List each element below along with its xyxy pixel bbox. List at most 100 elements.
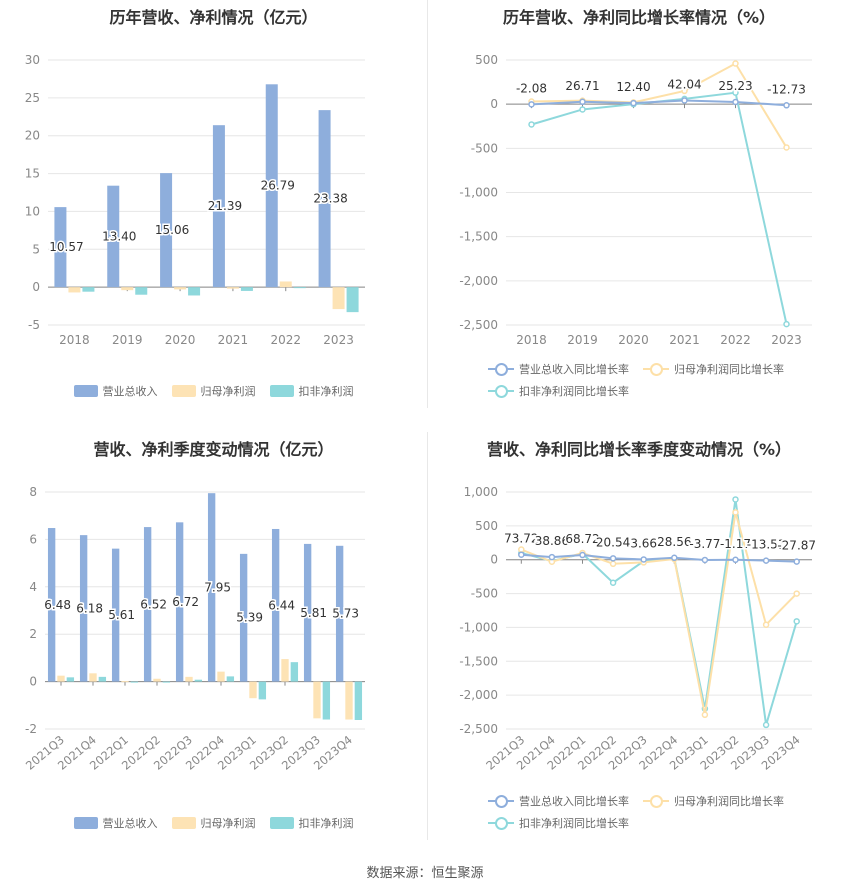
legend-item-net-profit[interactable]: 归母净利润 bbox=[171, 383, 256, 399]
y-tick-label: -2,500 bbox=[459, 722, 498, 736]
data-label: 5.39 bbox=[236, 611, 263, 625]
legend-item-deducted-profit-growth[interactable]: 扣非净利润同比增长率 bbox=[488, 815, 629, 831]
y-tick-label: 6 bbox=[29, 532, 37, 546]
y-tick-label: -1,000 bbox=[459, 620, 498, 634]
series-line bbox=[531, 99, 787, 107]
data-point bbox=[732, 89, 739, 96]
legend-swatch bbox=[73, 817, 98, 829]
legend-item-deducted-profit-growth[interactable]: 扣非净利润同比增长率 bbox=[488, 383, 629, 399]
bar bbox=[345, 681, 353, 720]
legend-item-net-profit[interactable]: 归母净利润 bbox=[171, 815, 256, 831]
data-label: 13.40 bbox=[102, 229, 136, 243]
x-tick-label: 2020 bbox=[618, 333, 649, 347]
bar bbox=[346, 287, 359, 313]
y-tick-label: 0 bbox=[32, 280, 40, 294]
y-tick-label: -500 bbox=[471, 587, 498, 601]
y-tick-label: 20 bbox=[25, 129, 40, 143]
y-tick-label: 25 bbox=[25, 91, 40, 105]
data-point bbox=[630, 99, 637, 107]
legend-item-revenue[interactable]: 营业总收入 bbox=[73, 815, 158, 831]
bar bbox=[185, 676, 193, 682]
data-point bbox=[762, 721, 770, 729]
legend-label: 营业总收入 bbox=[102, 385, 158, 398]
x-tick-label: 2018 bbox=[59, 333, 90, 347]
bar bbox=[318, 110, 331, 288]
bar bbox=[194, 679, 203, 682]
bar bbox=[57, 675, 65, 682]
data-point bbox=[732, 509, 739, 516]
bar bbox=[82, 287, 95, 292]
bar bbox=[239, 553, 248, 682]
legend-label: 营业总收入同比增长率 bbox=[519, 363, 629, 376]
annual-values-panel: 历年营收、净利情况（亿元） -5 0 5 10 15 20 25 30 2018 2019 2020… bbox=[0, 0, 427, 408]
series-line bbox=[531, 62, 788, 148]
bar bbox=[217, 671, 225, 682]
legend-swatch bbox=[73, 385, 98, 397]
bar bbox=[135, 287, 148, 295]
legend-item-revenue-growth[interactable]: 营业总收入同比增长率 bbox=[488, 361, 629, 377]
x-tick-label: 2021 bbox=[669, 333, 700, 347]
legend-label: 归母净利润同比增长率 bbox=[674, 795, 784, 808]
legend-label: 扣非净利润同比增长率 bbox=[519, 817, 629, 830]
y-tick-label: -2,500 bbox=[459, 318, 498, 332]
bar bbox=[79, 535, 88, 682]
data-label: 25.23 bbox=[718, 79, 752, 93]
bar bbox=[322, 681, 331, 720]
bar bbox=[226, 676, 235, 682]
legend-item-net-profit-growth[interactable]: 归母净利润同比增长率 bbox=[643, 793, 784, 809]
data-label: 6.52 bbox=[140, 597, 167, 611]
bar bbox=[265, 84, 278, 288]
legend-item-revenue-growth[interactable]: 营业总收入同比增长率 bbox=[488, 793, 629, 809]
data-label: 20.54 bbox=[596, 535, 630, 549]
bar bbox=[175, 522, 184, 682]
data-point bbox=[579, 551, 586, 559]
series-line bbox=[531, 91, 788, 325]
bar bbox=[111, 548, 120, 682]
data-point bbox=[732, 60, 739, 67]
bar bbox=[107, 185, 120, 288]
data-label: 5.73 bbox=[332, 607, 359, 621]
legend: 营业总收入同比增长率 归母净利润同比增长率 扣非净利润同比增长率 bbox=[428, 793, 850, 837]
legend-label: 扣非净利润同比增长率 bbox=[519, 385, 629, 398]
data-label: 6.44 bbox=[268, 598, 295, 612]
x-tick-label: 2023 bbox=[771, 333, 802, 347]
legend-swatch bbox=[171, 817, 196, 829]
data-point bbox=[762, 621, 770, 628]
legend-item-deducted-profit[interactable]: 扣非净利润 bbox=[269, 815, 354, 831]
y-tick-label: -1,000 bbox=[459, 186, 498, 200]
data-label: 73.72 bbox=[504, 532, 538, 546]
legend-item-revenue[interactable]: 营业总收入 bbox=[73, 383, 158, 399]
bar bbox=[226, 287, 239, 289]
y-tick-label: 0 bbox=[490, 553, 498, 567]
data-label: 68.72 bbox=[565, 532, 599, 546]
data-point bbox=[783, 102, 790, 109]
y-tick-label: 500 bbox=[475, 519, 498, 533]
data-point bbox=[701, 556, 709, 564]
data-label: 21.39 bbox=[208, 199, 242, 213]
bar bbox=[188, 287, 201, 296]
legend-swatch bbox=[488, 817, 514, 830]
data-point bbox=[609, 579, 617, 586]
y-tick-label: -2,000 bbox=[459, 274, 498, 288]
data-label: 38.86 bbox=[535, 534, 569, 548]
y-tick-label: 1,000 bbox=[464, 485, 498, 499]
divider bbox=[427, 0, 428, 408]
x-tick-label: 2020 bbox=[165, 333, 196, 347]
data-point bbox=[762, 557, 770, 564]
x-tick-label: 2021 bbox=[218, 333, 249, 347]
data-point bbox=[732, 496, 739, 503]
data-label: 15.06 bbox=[155, 223, 189, 237]
bar bbox=[332, 287, 345, 310]
legend: 营业总收入同比增长率 归母净利润同比增长率 扣非净利润同比增长率 bbox=[428, 361, 850, 405]
annual-growth-panel: 历年营收、净利同比增长率情况（%） -2,500 -2,000 -1,500 -1,0… bbox=[428, 0, 850, 408]
bar bbox=[313, 681, 321, 719]
data-label: 6.72 bbox=[172, 595, 199, 609]
legend-item-deducted-profit[interactable]: 扣非净利润 bbox=[269, 383, 354, 399]
legend: 营业总收入 归母净利润 扣非净利润 bbox=[0, 815, 427, 837]
bar bbox=[121, 287, 134, 291]
legend-item-net-profit-growth[interactable]: 归母净利润同比增长率 bbox=[643, 361, 784, 377]
bar bbox=[212, 125, 225, 288]
bar bbox=[335, 545, 344, 682]
data-point bbox=[609, 555, 617, 562]
data-label: -13.51 bbox=[747, 538, 786, 552]
